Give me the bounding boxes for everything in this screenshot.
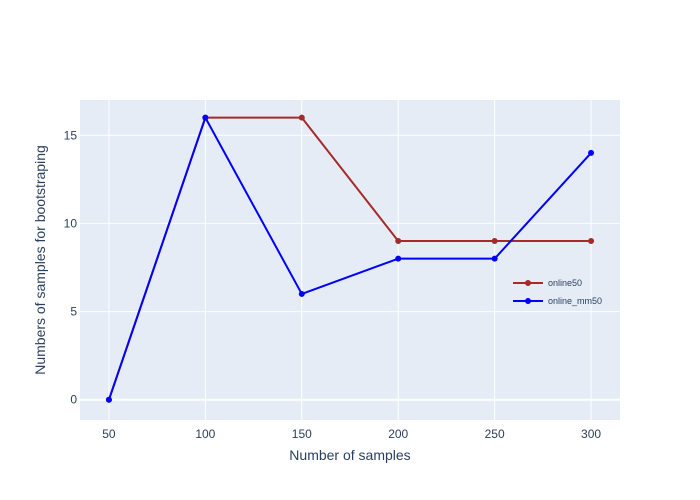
x-tick-label: 200 — [388, 427, 408, 441]
x-tick-label: 150 — [292, 427, 312, 441]
x-tick-label: 50 — [102, 427, 116, 441]
data-point-online_mm50 — [105, 396, 112, 403]
y-axis-ticks: 0 5 10 15 — [64, 128, 78, 406]
x-tick-label: 300 — [581, 427, 601, 441]
legend-swatch-marker — [525, 298, 531, 304]
x-axis-title: Number of samples — [289, 447, 410, 463]
legend-item-online50[interactable]: online50 — [513, 278, 582, 288]
x-axis-ticks: 50 100 150 200 250 300 — [102, 427, 601, 441]
data-point-online_mm50 — [202, 114, 209, 121]
series-line-online_mm50 — [107, 116, 592, 401]
legend-label: online_mm50 — [548, 296, 602, 306]
y-axis-title: Numbers of samples for bootstraping — [32, 145, 48, 375]
series-layer — [105, 114, 595, 403]
data-point-online50 — [395, 238, 402, 245]
y-tick-label: 5 — [70, 305, 77, 319]
legend-item-online_mm50[interactable]: online_mm50 — [513, 296, 602, 306]
y-tick-label: 10 — [64, 216, 78, 230]
legend[interactable]: online50 online_mm50 — [513, 278, 602, 306]
data-point-online_mm50 — [491, 255, 498, 262]
x-tick-label: 250 — [485, 427, 505, 441]
y-tick-label: 15 — [64, 128, 78, 142]
y-tick-label: 0 — [70, 393, 77, 407]
legend-swatch-marker — [525, 280, 531, 286]
data-point-online50 — [491, 238, 498, 245]
data-point-online_mm50 — [298, 290, 305, 297]
data-point-online50 — [298, 114, 305, 121]
data-point-online50 — [588, 238, 595, 245]
plot-area — [80, 100, 620, 420]
data-point-online_mm50 — [588, 149, 595, 156]
data-point-online_mm50 — [395, 255, 402, 262]
x-tick-label: 100 — [195, 427, 215, 441]
legend-label: online50 — [548, 278, 582, 288]
